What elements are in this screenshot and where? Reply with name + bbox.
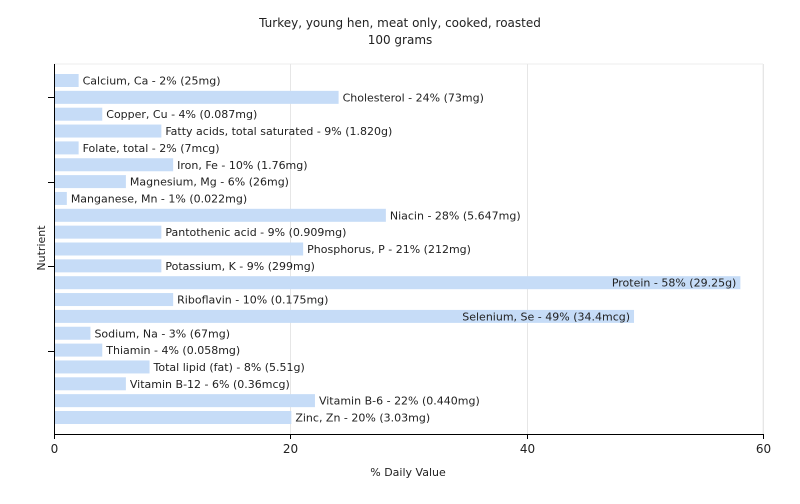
bar: [55, 158, 174, 172]
bar: [55, 360, 150, 374]
bar-label: Selenium, Se - 49% (34.4mcg): [462, 310, 630, 323]
bar: [55, 276, 741, 290]
bar-label: Iron, Fe - 10% (1.76mg): [177, 159, 307, 172]
bar: [55, 175, 126, 189]
bar-label: Niacin - 28% (5.647mg): [390, 209, 521, 222]
bar-label: Vitamin B-6 - 22% (0.440mg): [319, 395, 480, 408]
bar-label: Folate, total - 2% (7mcg): [83, 142, 220, 155]
bar: [55, 242, 304, 256]
x-tick-label: 20: [283, 442, 298, 456]
bar-label: Cholesterol - 24% (73mg): [343, 91, 484, 104]
axes: 0 20 40 60: [48, 64, 771, 456]
chart-title: Turkey, young hen, meat only, cooked, ro…: [258, 16, 541, 30]
bar-label: Copper, Cu - 4% (0.087mg): [106, 108, 257, 121]
bar-label: Magnesium, Mg - 6% (26mg): [130, 176, 289, 189]
x-tick-label: 40: [520, 442, 535, 456]
bar-label: Zinc, Zn - 20% (3.03mg): [295, 412, 430, 425]
bar: [55, 293, 174, 307]
bar: [55, 343, 103, 357]
bar-label: Potassium, K - 9% (299mg): [165, 260, 315, 273]
bar-label: Manganese, Mn - 1% (0.022mg): [71, 192, 247, 205]
bar: [55, 124, 162, 138]
bar-label: Pantothenic acid - 9% (0.909mg): [165, 226, 346, 239]
bar: [55, 208, 386, 222]
bar-label: Calcium, Ca - 2% (25mg): [83, 75, 221, 88]
bar: [55, 377, 126, 391]
y-axis-label: Nutrient: [35, 225, 48, 271]
bar-label: Phosphorus, P - 21% (212mg): [307, 243, 471, 256]
bar-label: Riboflavin - 10% (0.175mg): [177, 294, 328, 307]
x-axis-label: % Daily Value: [370, 466, 446, 479]
bar-label: Vitamin B-12 - 6% (0.36mcg): [130, 378, 290, 391]
bar-label: Fatty acids, total saturated - 9% (1.820…: [165, 125, 392, 138]
bar-label: Thiamin - 4% (0.058mg): [105, 344, 240, 357]
bar-label: Sodium, Na - 3% (67mg): [94, 327, 230, 340]
bar: [55, 225, 162, 239]
bar-label: Total lipid (fat) - 8% (5.51g): [153, 361, 305, 374]
bar: [55, 326, 91, 340]
bar: [55, 191, 67, 205]
bar: [55, 107, 103, 121]
x-tick-label: 60: [756, 442, 771, 456]
bar: [55, 74, 79, 87]
x-tick-label: 0: [51, 442, 59, 456]
bar: [55, 90, 339, 104]
bar: [55, 309, 635, 323]
bar: [55, 394, 315, 408]
bar: [55, 411, 292, 424]
bar: [55, 141, 79, 155]
bar-label: Protein - 58% (29.25g): [612, 277, 737, 290]
chart-subtitle: 100 grams: [368, 33, 433, 47]
bar: [55, 259, 162, 273]
bars: Calcium, Ca - 2% (25mg) Cholesterol - 24%…: [55, 74, 741, 425]
